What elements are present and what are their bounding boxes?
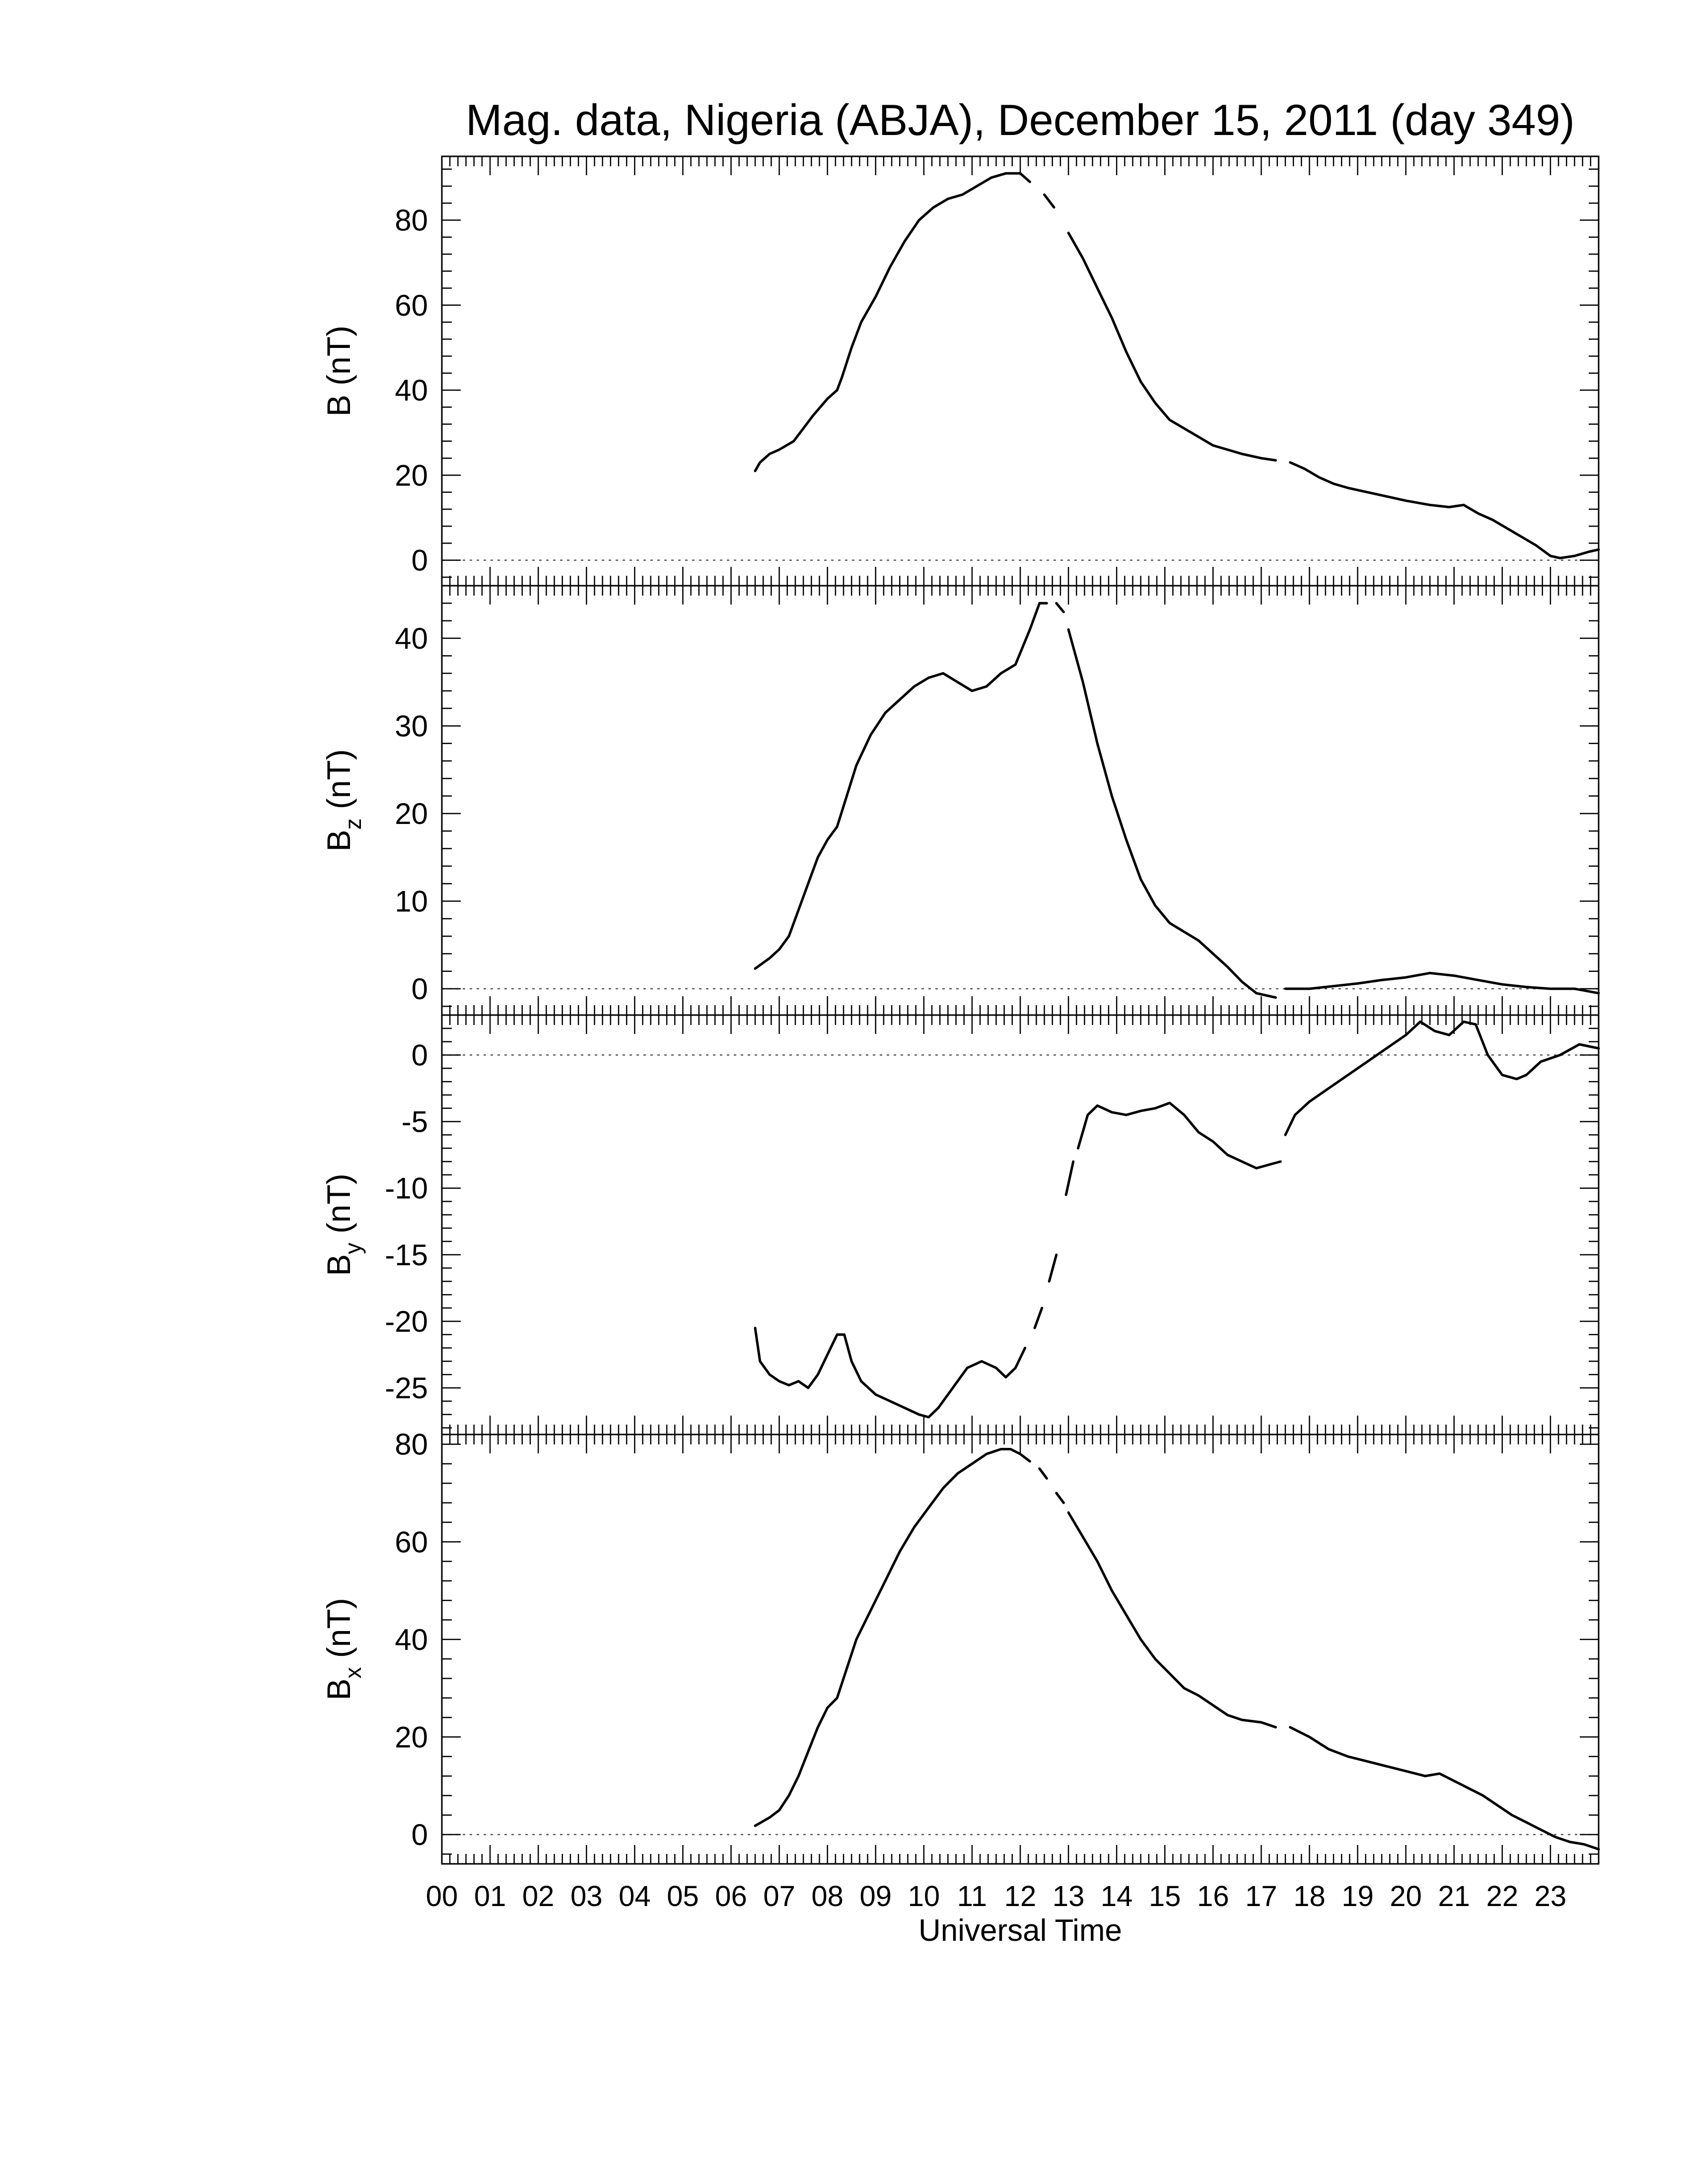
x-axis: 00 01 02 03 04 05 06 07 08 09 10 11 12 13 14 15 16 17 18 19…: [426, 1880, 1566, 1912]
x-tick-label: 01: [474, 1880, 506, 1912]
series-line-segment: [1048, 1253, 1058, 1283]
series-line-segment: [754, 1448, 1031, 1827]
y-axis-label-main: B: [320, 395, 357, 416]
series-line-segment: [754, 602, 1048, 970]
y-tick-label: 0: [412, 1038, 428, 1072]
x-tick-label: 00: [426, 1880, 458, 1912]
y-tick-label: 40: [395, 374, 428, 407]
x-axis-label: Universal Time: [918, 1913, 1122, 1948]
x-tick-label: 15: [1149, 1880, 1181, 1912]
series-line-segment: [754, 1326, 1027, 1419]
series-line-segment: [1067, 628, 1277, 999]
series-line-segment: [1055, 602, 1065, 614]
series-line-segment: [754, 172, 1031, 473]
x-tick-label: 05: [667, 1880, 699, 1912]
x-tick-label: 13: [1053, 1880, 1085, 1912]
x-tick-label: 12: [1004, 1880, 1037, 1912]
y-tick-label: 80: [395, 1428, 428, 1461]
y-tick-label: 30: [395, 709, 428, 743]
y-axis-label-unit: (nT): [320, 1598, 357, 1667]
y-axis-label-unit: (nT): [320, 326, 357, 395]
x-tick-label: 07: [763, 1880, 795, 1912]
y-tick-label: -15: [385, 1238, 428, 1272]
y-axis-label: Bx (nT): [320, 1598, 366, 1700]
y-axis-label: Bz (nT): [320, 749, 366, 851]
y-tick-label: 80: [395, 204, 428, 237]
x-tick-label: 11: [957, 1880, 987, 1912]
panel-frame: [441, 1014, 1600, 1435]
y-tick-label: 40: [395, 622, 428, 655]
y-axis-label-subscript: x: [340, 1667, 366, 1679]
series-line-segment: [1077, 1101, 1282, 1169]
y-tick-label: 20: [395, 1720, 428, 1754]
y-tick-label: 0: [412, 1818, 428, 1851]
y-axis-label: B (nT): [320, 326, 357, 416]
y-axis-label-main: B: [320, 1679, 357, 1701]
x-tick-label: 10: [908, 1880, 940, 1912]
x-tick-label: 16: [1197, 1880, 1229, 1912]
panel-3: 0 -5 -10 -15 -20 -25 By (nT): [320, 1014, 1600, 1435]
series-line-segment: [1284, 1020, 1600, 1136]
series-line-segment: [1067, 1511, 1277, 1729]
series-line-segment: [1067, 231, 1277, 462]
y-axis-label-subscript: y: [340, 1243, 366, 1254]
chart-title: Mag. data, Nigeria (ABJA), December 15, …: [466, 95, 1575, 144]
x-tick-label: 09: [859, 1880, 892, 1912]
y-axis-label-unit: (nT): [320, 1173, 357, 1242]
x-tick-label: 04: [619, 1880, 651, 1912]
x-tick-label: 22: [1486, 1880, 1519, 1912]
x-tick-label: 17: [1245, 1880, 1277, 1912]
panel-2: 0 10 20 30 40 Bz (nT): [320, 585, 1600, 1016]
y-axis-label-main: B: [320, 1254, 357, 1276]
y-axis-label: By (nT): [320, 1173, 366, 1276]
series-line-segment: [1289, 461, 1600, 559]
panels-group: 0 20 40 60 80 B (nT) 0 10 20 30 40 Bz (nT) 0 -5 -10 -15…: [320, 155, 1600, 1865]
panel-frame: [441, 1433, 1600, 1865]
y-axis-label-subscript: z: [340, 819, 366, 830]
panel-frame: [441, 155, 1600, 587]
x-tick-label: 02: [522, 1880, 555, 1912]
y-tick-label: 0: [412, 972, 428, 1006]
y-axis-label-unit: (nT): [320, 749, 357, 818]
series-line-segment: [1033, 1306, 1044, 1329]
x-tick-label: 18: [1293, 1880, 1326, 1912]
x-tick-label: 20: [1390, 1880, 1422, 1912]
x-tick-label: 03: [570, 1880, 603, 1912]
x-tick-label: 06: [715, 1880, 747, 1912]
y-tick-label: 40: [395, 1623, 428, 1656]
x-tick-label: 19: [1341, 1880, 1374, 1912]
series-line-segment: [1038, 1467, 1048, 1480]
series-line-segment: [1289, 1726, 1600, 1850]
series-line-segment: [1055, 1492, 1065, 1504]
y-tick-label: -10: [385, 1172, 428, 1205]
panel-1: 0 20 40 60 80 B (nT): [320, 155, 1600, 587]
x-tick-label: 21: [1438, 1880, 1470, 1912]
series-line-segment: [1284, 971, 1600, 995]
y-tick-label: 10: [395, 885, 428, 918]
y-tick-label: 60: [395, 1525, 428, 1559]
y-tick-label: -20: [385, 1305, 428, 1338]
y-tick-label: 20: [395, 797, 428, 830]
series-line-segment: [1043, 193, 1055, 209]
series-line-segment: [1064, 1160, 1075, 1196]
x-tick-label: 14: [1101, 1880, 1133, 1912]
y-tick-label: -25: [385, 1371, 428, 1405]
y-tick-label: 0: [412, 544, 428, 577]
y-tick-label: -5: [402, 1105, 428, 1139]
panel-4: 0 20 40 60 80 Bx (nT): [320, 1428, 1600, 1865]
x-tick-label: 08: [811, 1880, 844, 1912]
y-tick-label: 60: [395, 289, 428, 322]
x-tick-label: 23: [1535, 1880, 1567, 1912]
y-tick-label: 20: [395, 459, 428, 492]
y-axis-label-main: B: [320, 830, 357, 852]
